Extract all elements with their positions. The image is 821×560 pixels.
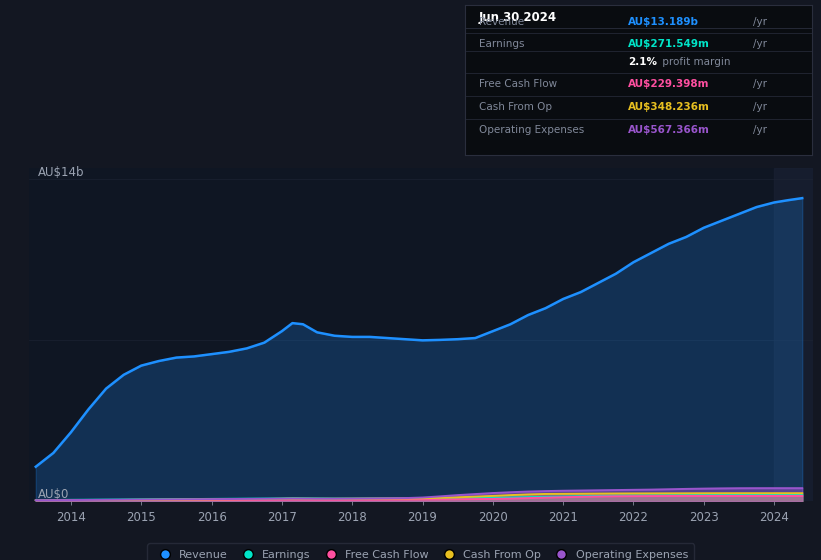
- Text: AU$567.366m: AU$567.366m: [628, 125, 710, 135]
- Text: Free Cash Flow: Free Cash Flow: [479, 80, 557, 90]
- Text: Earnings: Earnings: [479, 39, 524, 49]
- Text: /yr: /yr: [753, 80, 767, 90]
- Text: AU$229.398m: AU$229.398m: [628, 80, 709, 90]
- Bar: [774, 168, 813, 501]
- Text: AU$13.189b: AU$13.189b: [628, 17, 699, 27]
- Text: AU$0: AU$0: [38, 488, 70, 501]
- Text: Revenue: Revenue: [479, 17, 524, 27]
- Legend: Revenue, Earnings, Free Cash Flow, Cash From Op, Operating Expenses: Revenue, Earnings, Free Cash Flow, Cash …: [148, 543, 694, 560]
- Text: /yr: /yr: [753, 17, 767, 27]
- Text: Cash From Op: Cash From Op: [479, 102, 552, 112]
- Text: /yr: /yr: [753, 125, 767, 135]
- Text: AU$14b: AU$14b: [38, 166, 85, 180]
- Text: AU$271.549m: AU$271.549m: [628, 39, 710, 49]
- Text: /yr: /yr: [753, 39, 767, 49]
- Text: AU$348.236m: AU$348.236m: [628, 102, 710, 112]
- Text: 2.1%: 2.1%: [628, 57, 657, 67]
- Text: Jun 30 2024: Jun 30 2024: [479, 11, 557, 24]
- Text: Operating Expenses: Operating Expenses: [479, 125, 584, 135]
- Text: profit margin: profit margin: [659, 57, 731, 67]
- Text: /yr: /yr: [753, 102, 767, 112]
